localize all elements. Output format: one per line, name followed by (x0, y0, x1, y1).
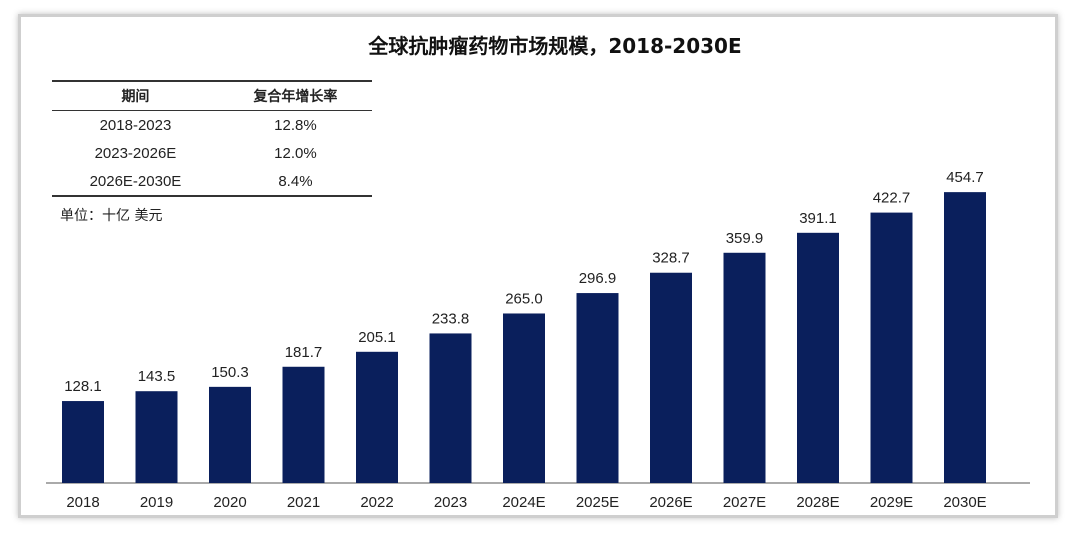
x-tick-labels-group: 2018 2019 2020 2021 2022 2023 2024E 2025E 2026E 2… (66, 494, 986, 511)
cagr-period: 2023-2026E (94, 144, 177, 162)
bar-2022 (356, 351, 398, 483)
cagr-table-row: 2023-2026E 12.0% (52, 139, 372, 167)
cagr-header-period: 期间 (52, 80, 219, 111)
bars-group (62, 192, 986, 483)
value-labels-group: 128.1 143.5 150.3 181.7 205.1 233.8 265.0 296.9… (64, 169, 984, 395)
x-tick-label-2018: 2018 (66, 494, 99, 511)
cagr-rate: 8.4% (218, 167, 372, 197)
bar-2027E (723, 252, 766, 483)
cagr-table-header-row: 期间 复合年增长率 (52, 80, 372, 111)
cagr-table-row: 2026E-2030E 8.4% (52, 167, 372, 197)
cagr-table: 期间 复合年增长率 2018-2023 12.8% 2023-2026E 12.… (52, 80, 372, 197)
bar-2026E (650, 272, 692, 483)
cagr-rate: 12.8% (274, 116, 317, 134)
x-tick-label-2030E: 2030E (943, 494, 986, 511)
bar-2021 (282, 366, 325, 483)
x-tick-label-2026E: 2026E (649, 494, 692, 511)
x-tick-label-2029E: 2029E (870, 494, 913, 511)
x-tick-label-2027E: 2027E (723, 494, 766, 511)
bar-2019 (135, 391, 178, 483)
bar-2024E (503, 313, 545, 483)
x-tick-label-2024E: 2024E (502, 494, 545, 511)
bar-2029E (870, 212, 913, 483)
value-label-2020: 150.3 (211, 364, 249, 381)
value-label-2018: 128.1 (64, 378, 102, 395)
bar-2025E (576, 293, 619, 483)
unit-label: 单位：十亿 美元 (60, 208, 163, 224)
bar-2028E (797, 232, 839, 483)
value-label-2023: 233.8 (432, 310, 470, 327)
chart-title: 全球抗肿瘤药物市场规模，2018-2030E (368, 34, 742, 58)
cagr-period: 2026E-2030E (52, 167, 219, 197)
bar-2030E (944, 192, 986, 483)
cagr-header-rate: 复合年增长率 (218, 80, 372, 111)
value-label-2021: 181.7 (285, 344, 323, 361)
cagr-period: 2018-2023 (99, 116, 172, 134)
value-label-2025E: 296.9 (579, 270, 617, 287)
bar-2023 (429, 333, 472, 483)
bar-2018 (62, 401, 104, 483)
cagr-rate: 12.0% (274, 144, 317, 162)
cagr-table-row: 2018-2023 12.8% (52, 111, 372, 140)
x-tick-label-2023: 2023 (434, 494, 467, 511)
value-label-2030E: 454.7 (946, 169, 984, 186)
value-label-2027E: 359.9 (726, 230, 764, 247)
x-tick-label-2025E: 2025E (576, 494, 619, 511)
value-label-2019: 143.5 (138, 368, 176, 385)
x-tick-label-2020: 2020 (213, 494, 246, 511)
x-tick-label-2028E: 2028E (796, 494, 839, 511)
x-tick-label-2019: 2019 (140, 494, 173, 511)
value-label-2024E: 265.0 (505, 290, 543, 307)
value-label-2022: 205.1 (358, 329, 396, 346)
x-tick-label-2022: 2022 (360, 494, 393, 511)
bar-2020 (209, 386, 251, 483)
x-tick-label-2021: 2021 (287, 494, 320, 511)
value-label-2026E: 328.7 (652, 250, 690, 267)
value-label-2029E: 422.7 (873, 190, 911, 207)
value-label-2028E: 391.1 (799, 210, 837, 227)
